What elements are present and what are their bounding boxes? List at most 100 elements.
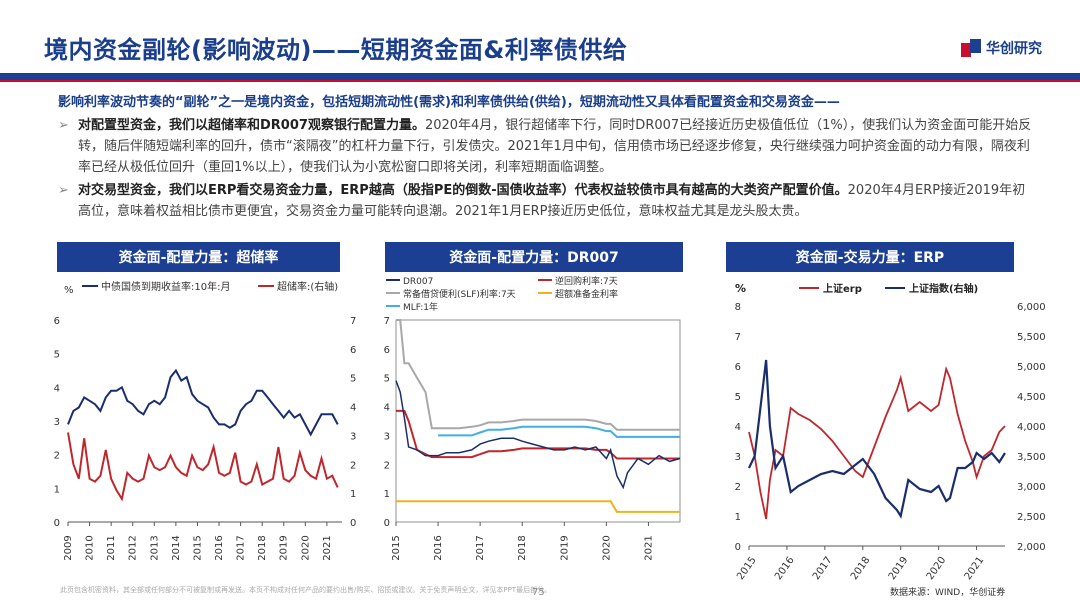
x-tick-label: 2015 [192,535,203,560]
y-tick-label: 1 [384,489,390,500]
intro-lead: 影响利率波动节奏的“副轮”之一是境内资金，包括短期流动性(需求)和利率债供给(供… [58,95,840,110]
y-tick-left: 4 [54,383,60,394]
axis-unit-left: % [735,282,746,295]
legend-label-sse-index: 上证指数(右轴) [909,282,978,295]
logo-icon [961,39,981,57]
series-line-reserve-ratio [67,432,339,502]
y-tick-left: 0 [735,542,741,553]
x-tick-label: 2019 [559,535,570,560]
y-tick-right: 2 [350,460,356,471]
y-tick-left: 2 [54,451,60,462]
y-tick-right: 3,000 [1017,482,1046,493]
y-tick-label: 3 [384,431,390,442]
x-tick-label: 2020 [925,555,949,582]
legend-reverse-repo-label: 逆回购利率:7天 [555,275,618,287]
legend-mlf-label: MLF:1年 [403,301,438,313]
legend-label-bond-yield: 中债国债到期收益率:10年:月 [101,280,230,293]
chart-excess-reserve: % 中债国债到期收益率:10年:月 超储率:(右轴) 0 1 2 3 4 5 6 0 1 2 3 4 5 6 7 2… [54,280,357,561]
footer-disclaimer: 此页包含机密资料，其全部或任何部分不可被复制或再发送。本页不构成对任何产品的要约… [60,586,552,594]
x-tick-label: 2010 [85,535,96,560]
intro-bullet-1: ➢ 对配置型资金，我们以超储率和DR007观察银行配置力量。2020年4月，银行… [58,115,1038,178]
series-line-dr007 [395,380,681,490]
x-tick-label: 2015 [735,555,759,582]
y-tick-label: 7 [384,316,390,327]
x-tick-label: 2016 [214,535,225,560]
legend-dr007-label: DR007 [403,277,433,287]
y-tick-left: 1 [735,512,741,523]
y-tick-label: 6 [384,345,390,356]
chart-2-heading: 资金面-配置力量：DR007 [385,242,683,272]
series-line-bond-yield [67,368,339,437]
y-tick-right: 0 [350,518,356,529]
y-tick-left: 5 [735,392,741,403]
x-tick-label: 2018 [849,555,873,582]
bullet-2-text: 2020年4月ERP接近2019年初高位，意味着权益相比债市更便宜，交易资金力量… [78,183,1026,219]
page-title: 境内资金副轮(影响波动)——短期资金面&利率债供给 [44,36,628,64]
x-tick-label: 2011 [106,535,117,560]
series-line-slf [396,319,680,431]
bullet-2-bold: 对交易型资金，我们以ERP看交易资金力量，ERP越高（股指PE的倒数-国债收益率… [78,183,848,198]
y-tick-left: 1 [54,484,60,495]
bullet-arrow-icon: ➢ [58,118,69,133]
x-tick-label: 2018 [257,535,268,560]
bullet-arrow-icon: ➢ [58,183,69,198]
y-tick-label: 4 [384,403,390,414]
y-tick-right: 5,000 [1017,362,1046,373]
y-tick-left: 0 [54,518,60,529]
y-tick-left: 7 [735,332,741,343]
y-tick-right: 6 [350,345,356,356]
y-tick-right: 6,000 [1017,302,1046,313]
y-tick-left: 4 [735,422,741,433]
x-tick-label: 2019 [279,535,290,560]
x-tick-label: 2017 [236,535,247,560]
page-number: 75 [532,587,545,598]
title-divider-accent [0,80,1080,82]
x-tick-label: 2009 [63,535,74,560]
x-tick-label: 2012 [128,535,139,560]
y-tick-left: 3 [735,452,741,463]
logo-text: 华创研究 [986,41,1042,57]
y-tick-label: 5 [384,374,390,385]
x-tick-label: 2017 [811,555,835,582]
y-tick-right: 4 [350,403,356,414]
logo: 华创研究 [961,38,1042,58]
y-tick-right: 4,000 [1017,422,1046,433]
legend-label-erp: 上证erp [823,282,862,295]
y-tick-right: 1 [350,489,356,500]
chart-3-heading: 资金面-交易力量：ERP [726,242,1014,272]
x-tick-label: 2019 [887,555,911,582]
x-tick-label: 2018 [517,535,528,560]
legend-slf-label: 常备借贷便利(SLF)利率:7天 [403,288,516,300]
x-tick-label: 2021 [643,535,654,560]
y-tick-left: 3 [54,417,60,428]
y-tick-right: 3,500 [1017,452,1046,463]
title-divider [0,73,1080,80]
series-line-mlf [438,425,680,438]
plot-frame [395,319,681,523]
y-tick-left: 6 [54,316,60,327]
y-tick-label: 0 [384,518,390,529]
chart-erp: % 上证erp 上证指数(右轴) 0 1 2 3 4 5 6 7 8 2,000 2,500 3,000 3,… [735,282,1046,582]
series-line-sse-index [748,359,1006,519]
y-tick-label: 2 [384,460,390,471]
y-tick-right: 3 [350,431,356,442]
y-tick-left: 8 [735,302,741,313]
legend-excess-reserve-rate-label: 超额准备金利率 [555,288,618,300]
intro-bullet-2: ➢ 对交易型资金，我们以ERP看交易资金力量，ERP越高（股指PE的倒数-国债收… [58,180,1038,222]
axis-unit-left: % [64,285,74,296]
x-tick-label: 2020 [300,535,311,560]
y-tick-right: 2,000 [1017,542,1046,553]
intro-text: 影响利率波动节奏的“副轮”之一是境内资金，包括短期流动性(需求)和利率债供给(供… [58,92,1038,222]
x-tick-label: 2021 [322,535,333,560]
bullet-1-bold: 对配置型资金，我们以超储率和DR007观察银行配置力量。 [78,118,425,133]
y-tick-right: 5,500 [1017,332,1046,343]
series-line-erp [748,366,1006,520]
x-tick-label: 2015 [391,535,402,560]
y-tick-right: 2,500 [1017,512,1046,523]
y-tick-left: 2 [735,482,741,493]
x-tick-label: 2014 [171,535,182,560]
y-tick-right: 7 [350,316,356,327]
x-tick-label: 2020 [601,535,612,560]
series-line-excess-reserve-rate [396,500,680,513]
